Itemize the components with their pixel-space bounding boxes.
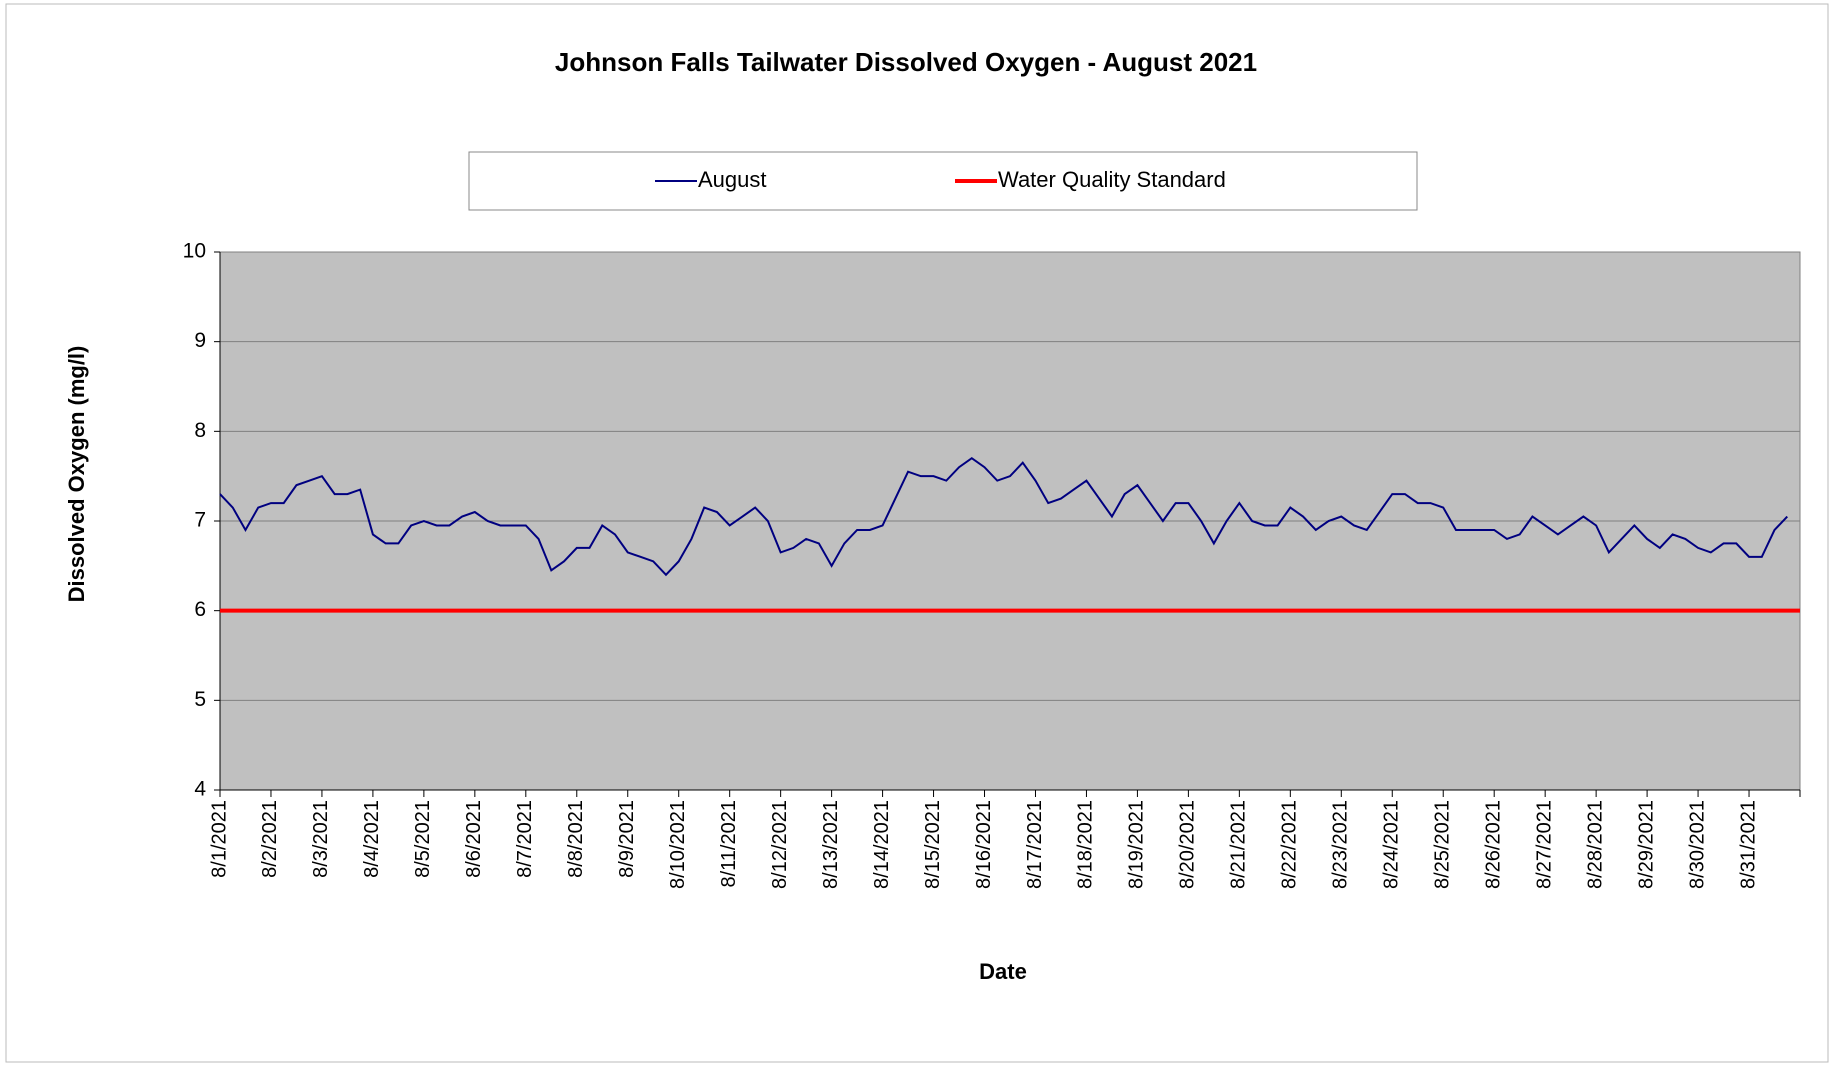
x-tick-label: 8/13/2021 <box>820 800 842 889</box>
x-tick-label: 8/9/2021 <box>616 800 638 878</box>
x-tick-label: 8/20/2021 <box>1177 800 1199 889</box>
x-axis-label: Date <box>979 959 1027 984</box>
x-tick-label: 8/26/2021 <box>1482 800 1504 889</box>
x-tick-label: 8/15/2021 <box>922 800 944 889</box>
y-tick-label: 4 <box>194 778 206 801</box>
x-tick-label: 8/25/2021 <box>1432 800 1454 889</box>
y-tick-label: 6 <box>194 598 206 621</box>
x-tick-label: 8/3/2021 <box>310 800 332 878</box>
legend-label: Water Quality Standard <box>998 167 1226 192</box>
x-tick-label: 8/12/2021 <box>769 800 791 889</box>
x-tick-label: 8/31/2021 <box>1737 800 1759 889</box>
x-tick-label: 8/8/2021 <box>565 800 587 878</box>
x-tick-label: 8/21/2021 <box>1228 800 1250 889</box>
y-tick-label: 10 <box>183 240 206 263</box>
x-tick-label: 8/24/2021 <box>1381 800 1403 889</box>
x-tick-label: 8/23/2021 <box>1330 800 1352 889</box>
x-tick-label: 8/19/2021 <box>1126 800 1148 889</box>
x-tick-label: 8/30/2021 <box>1686 800 1708 889</box>
data-line <box>219 457 1788 577</box>
x-tick-label: 8/28/2021 <box>1584 800 1606 889</box>
x-tick-label: 8/4/2021 <box>361 800 383 878</box>
x-tick-label: 8/18/2021 <box>1075 800 1097 889</box>
x-tick-label: 8/14/2021 <box>871 800 893 889</box>
y-tick-label: 5 <box>194 688 206 711</box>
y-tick-label: 9 <box>194 329 206 352</box>
x-tick-label: 8/22/2021 <box>1279 800 1301 889</box>
x-tick-label: 8/27/2021 <box>1533 800 1555 889</box>
x-tick-label: 8/5/2021 <box>412 800 434 878</box>
chart-title: Johnson Falls Tailwater Dissolved Oxygen… <box>555 47 1257 77</box>
x-tick-label: 8/29/2021 <box>1635 800 1657 889</box>
x-tick-label: 8/10/2021 <box>667 800 689 889</box>
y-tick-label: 8 <box>194 419 206 442</box>
legend-box <box>468 151 1418 211</box>
x-tick-label: 8/1/2021 <box>208 800 230 878</box>
x-tick-label: 8/11/2021 <box>718 800 740 888</box>
x-tick-label: 8/2/2021 <box>259 800 281 878</box>
y-axis-label: Dissolved Oxygen (mg/l) <box>64 346 89 603</box>
legend-label: August <box>698 167 767 192</box>
y-tick-label: 7 <box>194 509 206 532</box>
x-tick-label: 8/6/2021 <box>463 800 485 878</box>
x-tick-label: 8/7/2021 <box>514 800 536 878</box>
x-tick-label: 8/17/2021 <box>1024 800 1046 889</box>
x-tick-label: 8/16/2021 <box>973 800 995 889</box>
